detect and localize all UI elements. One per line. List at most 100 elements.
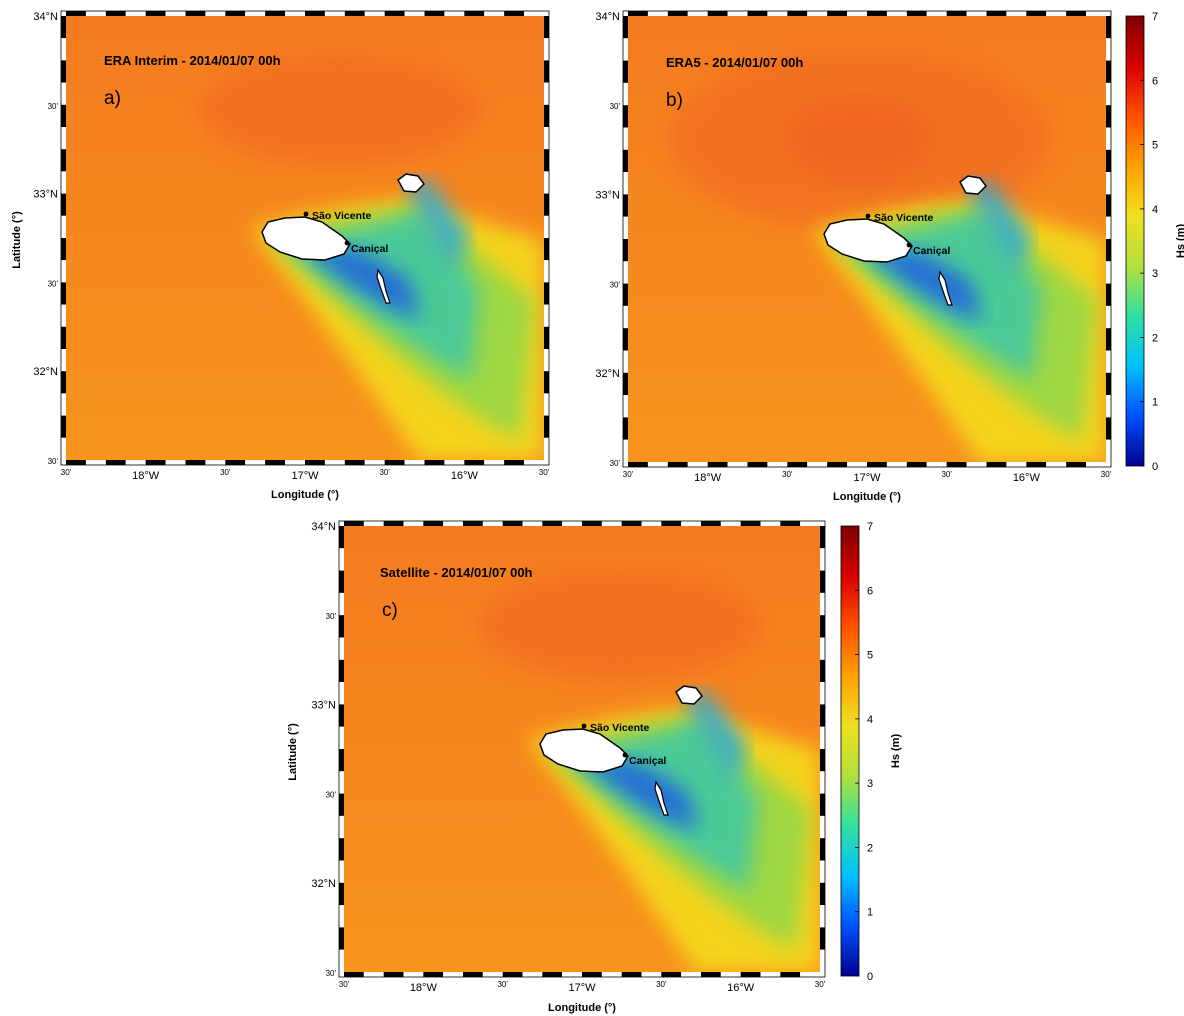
frame-segment [205,460,226,465]
frame-segment [364,11,385,16]
frame-segment [344,521,364,526]
frame-segment [820,860,825,883]
frame-segment [383,521,404,526]
frame-segment [867,11,887,16]
frame-segment [623,60,628,83]
frame-segment [926,11,947,16]
map-frame: 30' 18°W 30' 17°W 30' 16°W 30'30'32°N30'33°N30… [595,10,1112,484]
frame-segment [544,60,549,83]
frame-segment [544,16,549,39]
frame-segment [681,972,701,977]
frame-segment [707,11,728,16]
map-field: São Vicente Caniçal ERA5 - 2014/01/07 00… [628,16,1106,462]
y-tick-label: 32°N [33,366,58,378]
frame-segment [463,521,483,526]
frame-segment [820,838,825,861]
frame-segment [1106,417,1111,440]
frame-segment [339,949,344,972]
colorbar-label: Hs (m) [890,734,902,769]
frame-segment [61,415,66,438]
frame-segment [484,11,505,16]
y-tick-label: 34°N [595,11,620,23]
frame-segment [285,11,305,16]
frame-segment [1106,127,1111,150]
x-tick-label: 30' [539,468,550,477]
place-marker [906,242,912,248]
frame-segment [1066,11,1087,16]
frame-segment [61,282,66,305]
y-tick-label: 30' [48,457,59,466]
frame-segment [623,105,628,128]
frame-segment [1106,439,1111,462]
frame-segment [544,349,549,372]
colorbar-tick-label: 7 [867,521,873,533]
frame-segment [807,462,828,467]
frame-segment [623,127,628,150]
y-tick-label: 30' [326,791,337,800]
colorbar-ramp [840,525,860,977]
frame-segment [339,592,344,616]
frame-segment [363,521,384,526]
frame-segment [623,372,628,396]
frame-segment [727,11,748,16]
frame-segment [544,104,549,127]
porto-santo-island [959,175,987,195]
place-marker [865,213,871,219]
frame-segment [1026,462,1047,467]
frame-segment [681,521,701,526]
frame-segment [205,11,226,16]
frame-segment [1106,216,1111,239]
colorbar-tick-label: 3 [867,778,873,790]
frame-segment [61,304,66,327]
frame-segment [1106,194,1111,217]
place-label: Caniçal [629,755,666,767]
frame-segment [623,194,628,217]
frame-segment [225,460,246,465]
y-tick-label: 32°N [595,368,620,380]
frame-outline [60,10,550,466]
y-tick-label: 30' [610,102,621,111]
panel-letter: b) [666,90,683,111]
frame-segment [344,972,364,977]
frame-segment [623,395,628,418]
x-tick-label: 17°W [568,982,596,994]
frame-segment [484,460,505,465]
frame-segment [906,462,927,467]
y-axis-label: Latitude (°) [11,211,23,269]
frame-segment [562,521,582,526]
frame-segment [886,11,907,16]
frame-segment [966,11,987,16]
frame-segment [61,104,66,127]
colorbar-tick-label: 2 [1152,332,1158,344]
colorbar-ramp [1125,15,1145,467]
desertas-islands [376,268,391,304]
y-tick-label: 33°N [33,189,58,201]
frame-segment [339,793,344,816]
frame-segment [339,682,344,705]
frame-segment [661,972,682,977]
place-label: Caniçal [913,245,950,257]
madeira-island [261,216,351,261]
madeira-island [823,218,913,263]
x-tick-label: 17°W [853,472,881,484]
frame-segment [1106,395,1111,418]
map-frame: 30' 18°W 30' 17°W 30' 16°W 30'30'32°N30'33°N30… [33,10,550,482]
frame-segment [423,521,444,526]
y-tick-label: 34°N [33,11,58,23]
frame-segment [384,460,405,465]
frame-segment [544,193,549,216]
frame-segment [701,521,721,526]
frame-segment [820,949,825,972]
y-axis-label: Latitude (°) [287,723,299,781]
x-tick-label: 16°W [1013,472,1041,484]
frame-segment [544,260,549,283]
frame-segment [1006,462,1027,467]
frame-segment [727,462,748,467]
frame-segment [542,972,563,977]
frame-segment [324,11,345,16]
desertas-islands [654,780,669,816]
frame-segment [524,11,544,16]
frame-segment [544,393,549,416]
frame-segment [820,615,825,638]
x-tick-label: 30' [782,470,793,479]
